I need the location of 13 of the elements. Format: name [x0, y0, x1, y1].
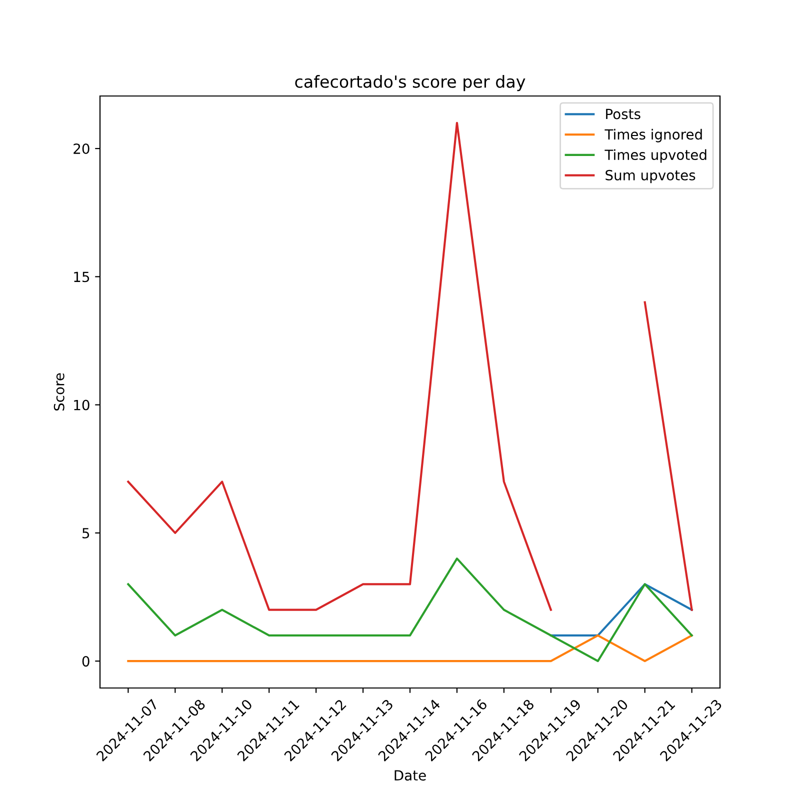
legend-label: Posts [606, 108, 640, 120]
y-tick-label: 15 [74, 272, 90, 282]
y-tick-label: 0 [82, 656, 90, 667]
legend-label: Sum upvotes [606, 170, 696, 184]
chart-title: cafecortado's score per day [295, 75, 526, 92]
x-axis-title: Date [394, 770, 426, 781]
y-tick-label: 5 [82, 528, 90, 538]
y-axis-title: Score [54, 373, 64, 411]
legend-label: Times upvoted [604, 149, 706, 163]
legend-label: Times ignored [604, 128, 702, 142]
line-series [127, 558, 693, 662]
y-tick-label: 10 [74, 400, 90, 410]
y-tick-label: 20 [74, 144, 90, 154]
